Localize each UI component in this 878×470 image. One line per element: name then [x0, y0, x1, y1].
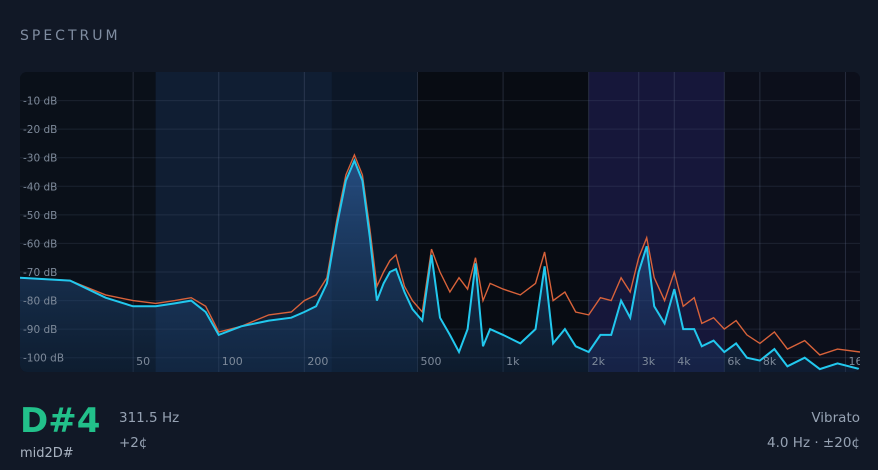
spectrum-plot: -10 dB -20 dB -30 dB -40 dB -50 dB -60 dB -70 …	[20, 72, 860, 372]
reference-series-line	[20, 153, 860, 356]
y-tick-label: -100 dB	[23, 353, 64, 365]
x-tick-label: 8k	[763, 355, 777, 368]
y-tick-label: -50 dB	[23, 210, 57, 222]
spectrum-title: SPECTRUM	[20, 28, 121, 44]
y-tick-label: -90 dB	[23, 324, 57, 336]
x-tick-label: 6k	[727, 355, 741, 368]
frequency-band-3	[417, 72, 589, 372]
y-tick-label: -30 dB	[23, 153, 57, 165]
x-tick-label: 16k	[848, 355, 860, 368]
x-tick-label: 50	[136, 355, 150, 368]
y-tick-label: -60 dB	[23, 238, 57, 250]
x-tick-label: 100	[222, 355, 243, 368]
frequency-band-5	[724, 72, 860, 372]
note-subtitle: mid2D#	[20, 446, 74, 461]
cents-readout: +2¢	[119, 435, 148, 451]
note-name: D#4	[20, 401, 101, 441]
x-tick-label: 4k	[677, 355, 691, 368]
x-tick-label: 2k	[592, 355, 606, 368]
frequency-readout: 311.5 Hz	[119, 410, 180, 426]
x-tick-label: 3k	[642, 355, 656, 368]
vibrato-label: Vibrato	[811, 410, 860, 426]
spectrum-chart: -10 dB -20 dB -30 dB -40 dB -50 dB -60 dB -70 …	[20, 72, 860, 372]
spectrum-area	[20, 160, 860, 372]
y-tick-label: -40 dB	[23, 181, 57, 193]
x-tick-label: 200	[307, 355, 328, 368]
x-tick-label: 1k	[506, 355, 520, 368]
y-tick-label: -80 dB	[23, 296, 57, 308]
y-tick-label: -10 dB	[23, 96, 57, 108]
primary-series-line	[20, 157, 860, 371]
vibrato-value: 4.0 Hz · ±20¢	[767, 435, 860, 451]
y-tick-label: -70 dB	[23, 267, 57, 279]
x-tick-label: 500	[420, 355, 441, 368]
y-tick-label: -20 dB	[23, 124, 57, 136]
